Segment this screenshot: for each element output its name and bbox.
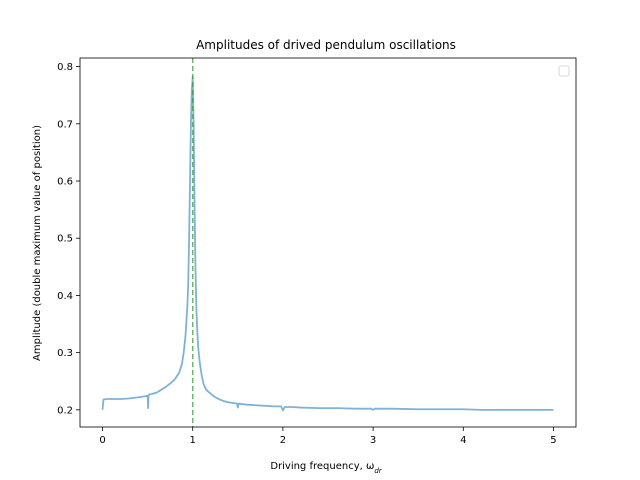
x-axis-label-subscript: dr (374, 467, 382, 475)
y-tick-label: 0.4 (57, 291, 73, 302)
chart-title: Amplitudes of drived pendulum oscillatio… (196, 38, 456, 52)
plot-area: 0 1 2 3 4 5 0.2 0.3 0.4 0.5 0.6 0.7 0.8 (57, 57, 577, 446)
y-tick-label: 0.7 (57, 119, 73, 130)
y-axis-label: Amplitude (double maximum value of posit… (32, 125, 43, 361)
x-tick-label: 0 (99, 435, 105, 446)
x-tick-label: 5 (550, 435, 556, 446)
series-line-0 (101, 75, 554, 412)
y-tick-label: 0.3 (57, 348, 73, 359)
x-axis-label-text: Driving frequency, ω (270, 461, 374, 472)
y-tick-label: 0.2 (57, 405, 73, 416)
x-tick-label: 2 (280, 435, 286, 446)
axes-frame (79, 57, 577, 428)
legend-box (558, 65, 570, 77)
x-tick-label: 3 (370, 435, 376, 446)
x-axis-label: Driving frequency, ωdr (270, 461, 382, 475)
y-tick-label: 0.5 (57, 234, 73, 245)
x-tick-label: 1 (190, 435, 196, 446)
x-tick-label: 4 (460, 435, 466, 446)
y-tick-label: 0.8 (57, 62, 73, 73)
y-tick-label: 0.6 (57, 177, 73, 188)
